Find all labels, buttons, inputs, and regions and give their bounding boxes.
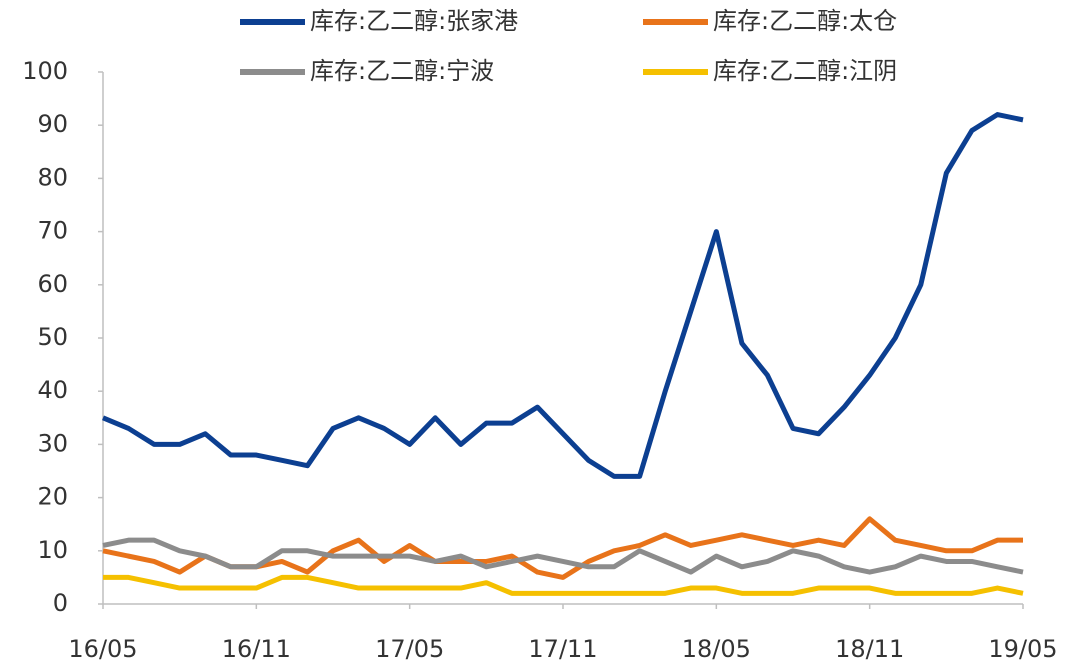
y-tick-label: 80 <box>37 163 68 191</box>
series-line <box>102 112 1024 479</box>
y-tick-label: 90 <box>37 110 68 138</box>
series-line <box>102 537 1024 575</box>
x-tick-label: 18/05 <box>682 635 751 663</box>
series-line <box>103 574 1024 596</box>
x-tick-label: 16/11 <box>222 635 291 663</box>
legend-label: 库存:乙二醇:太仓 <box>713 7 897 35</box>
legend-label: 库存:乙二醇:宁波 <box>310 57 494 85</box>
x-tick-label: 19/05 <box>988 635 1057 663</box>
y-tick-label: 10 <box>37 536 68 564</box>
y-tick-label: 100 <box>22 57 68 85</box>
x-tick-label: 16/05 <box>68 635 137 663</box>
y-tick-label: 50 <box>37 323 68 351</box>
y-tick-label: 70 <box>37 217 68 245</box>
x-tick-label: 17/05 <box>375 635 444 663</box>
y-tick-label: 40 <box>37 376 68 404</box>
x-tick-label: 17/11 <box>528 635 597 663</box>
y-tick-label: 0 <box>53 589 68 617</box>
x-tick-label: 18/11 <box>835 635 904 663</box>
legend-label: 库存:乙二醇:张家港 <box>310 7 518 35</box>
y-tick-label: 30 <box>37 429 68 457</box>
y-tick-label: 60 <box>37 270 68 298</box>
legend-label: 库存:乙二醇:江阴 <box>713 57 897 85</box>
y-tick-label: 20 <box>37 483 68 511</box>
